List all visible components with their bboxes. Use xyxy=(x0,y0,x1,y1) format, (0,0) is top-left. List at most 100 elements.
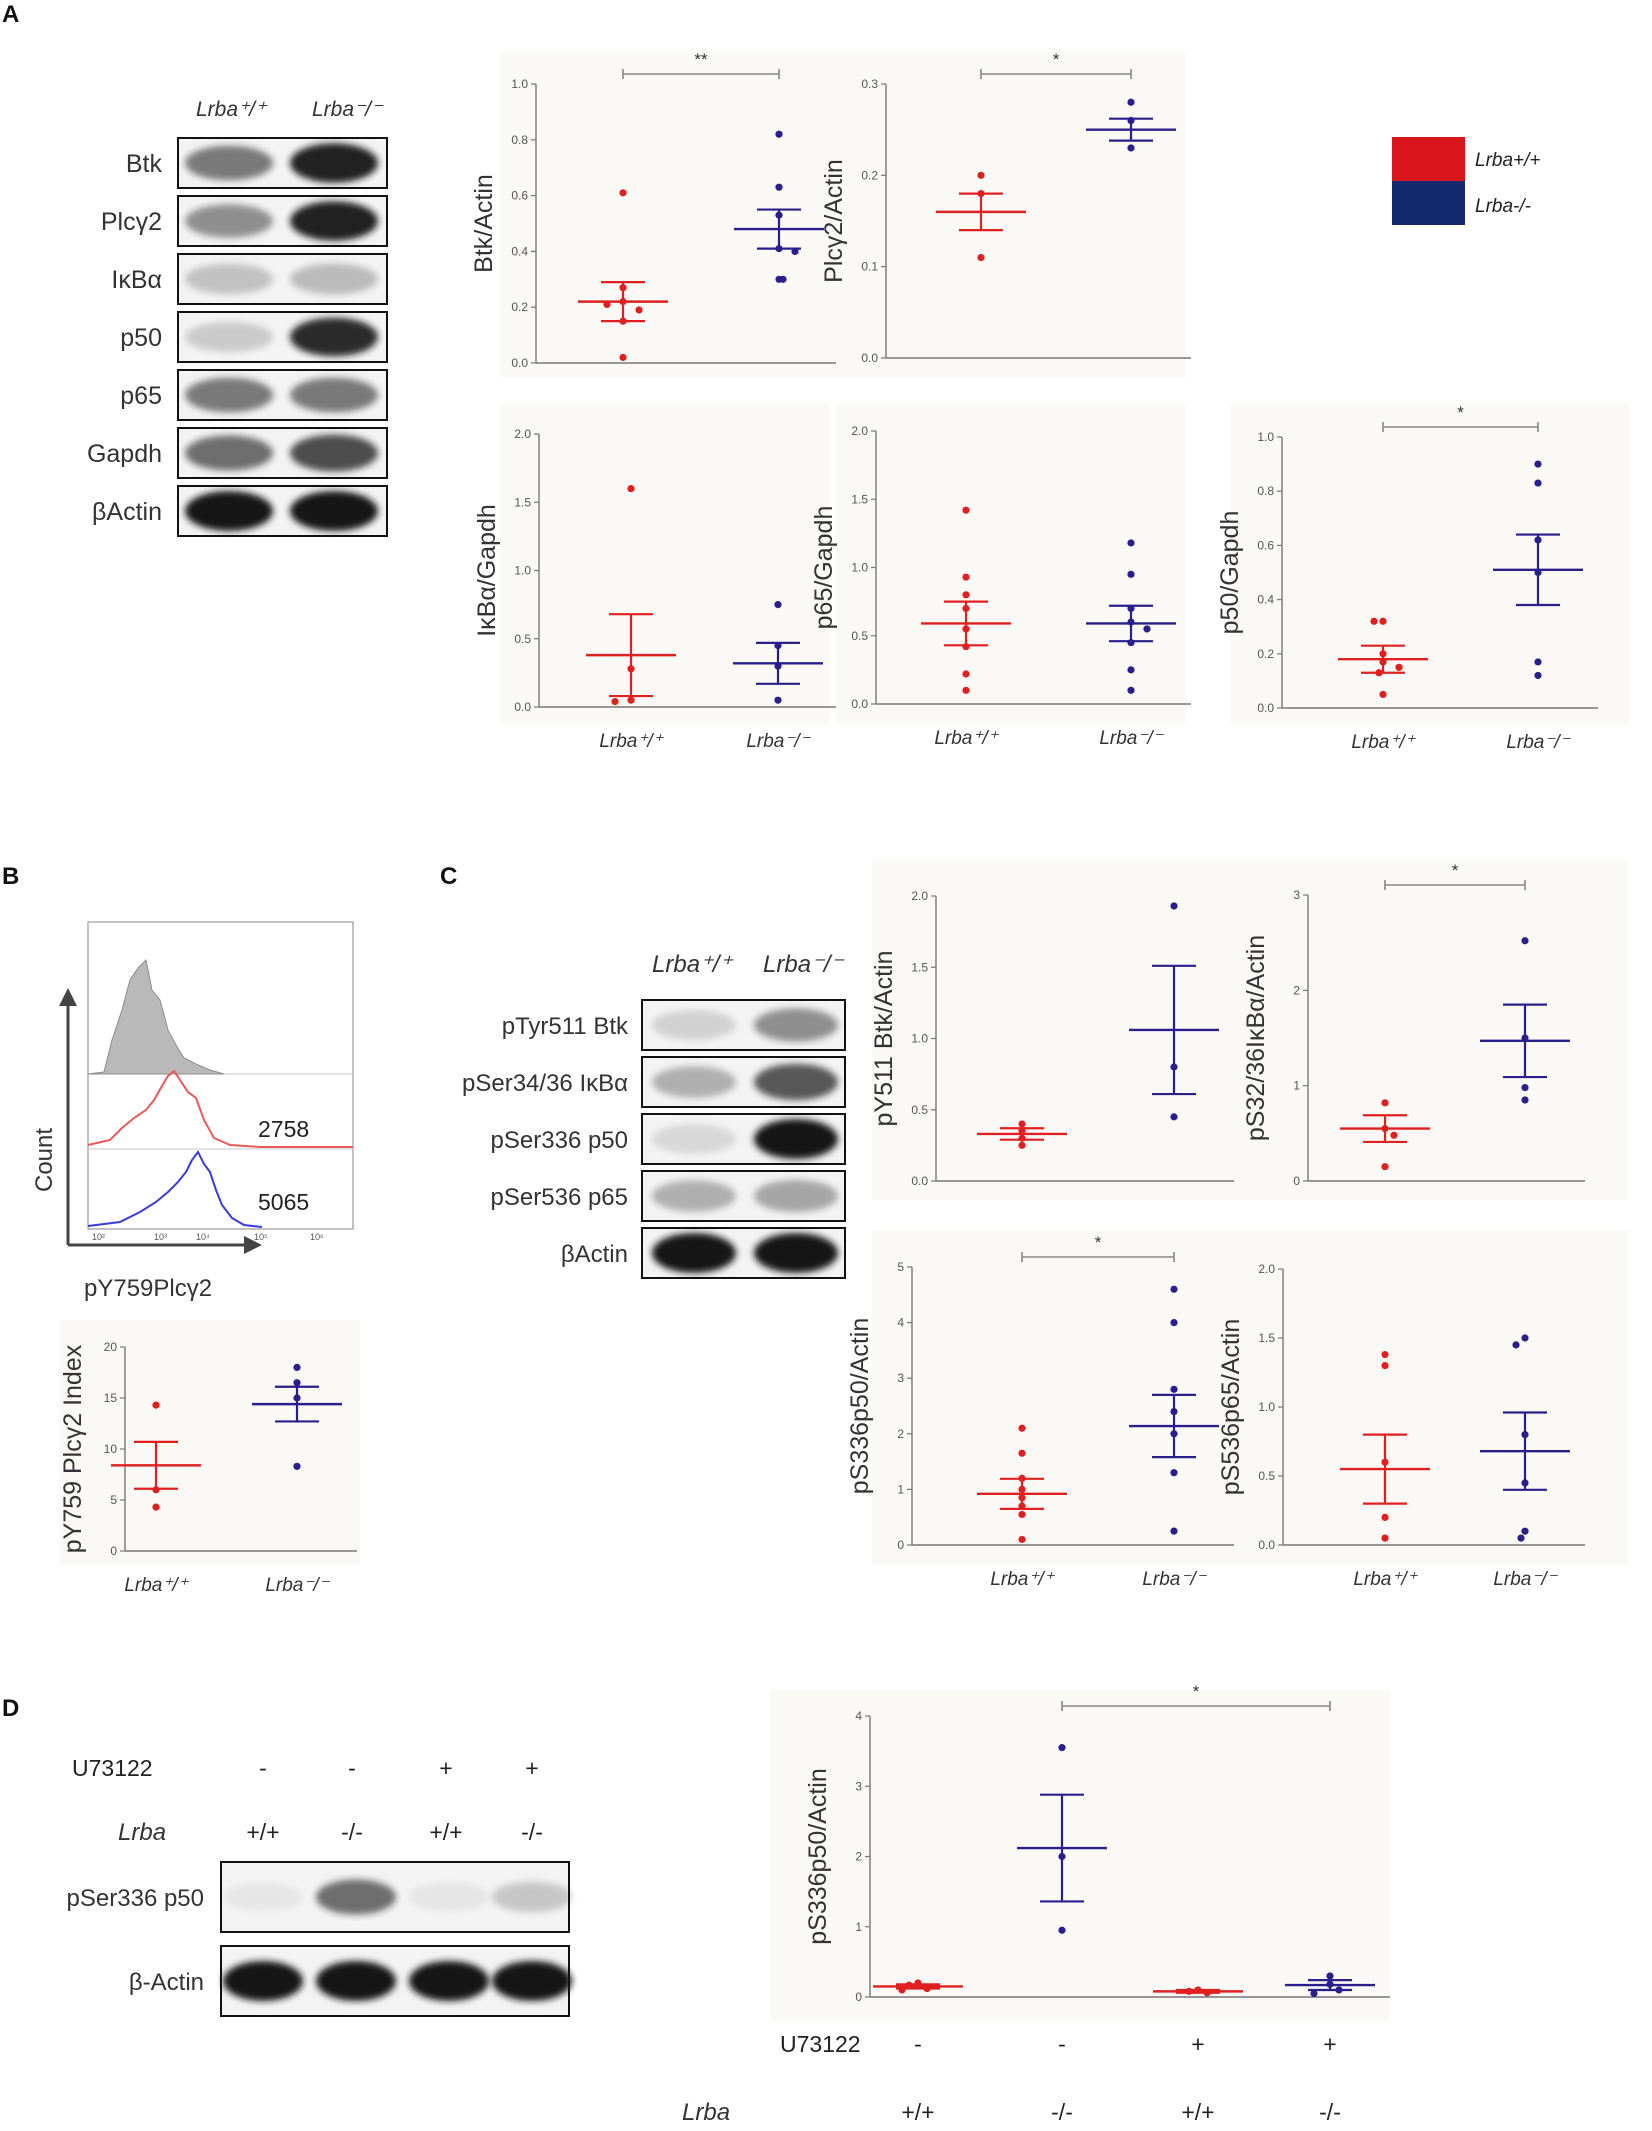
y-tick-label: 0.5 xyxy=(1258,1469,1275,1483)
data-point xyxy=(1018,1141,1026,1149)
data-point xyxy=(1127,638,1135,647)
data-point xyxy=(1170,1319,1178,1327)
data-point xyxy=(1512,1341,1520,1349)
blot-d-genotype: +/+ xyxy=(246,1819,279,1845)
blot-d-lrba-label: Lrba xyxy=(118,1819,166,1846)
data-point xyxy=(1379,617,1387,625)
y-axis-label: p65/Gapdh xyxy=(810,506,838,630)
data-point xyxy=(775,183,783,191)
data-point xyxy=(635,306,643,314)
series-1 xyxy=(733,601,823,704)
data-point xyxy=(619,317,627,325)
chart-panelD: 0 1 2 3 4 pS336p50/Actin * U73122 Lrba - - + + +/+ -/-… xyxy=(682,1682,1390,2126)
y-tick-label: 2 xyxy=(1293,983,1300,997)
series-0 xyxy=(1340,1350,1430,1542)
x-category-label: Lrba⁻/⁻ xyxy=(746,731,811,752)
chart-btk: 0.0 0.2 0.4 0.6 0.8 1.0 Btk/Actin ** xyxy=(470,50,850,377)
data-point xyxy=(774,696,782,704)
y-axis-label: Plcγ2/Actin xyxy=(820,159,848,283)
y-tick-label: 1 xyxy=(1293,1079,1300,1093)
data-point xyxy=(1194,1986,1202,1994)
data-point xyxy=(1170,1285,1178,1293)
blot-panel-d: pSer336 p50 β-Actin xyxy=(67,1861,572,2017)
data-point xyxy=(1521,1527,1529,1535)
blot-band xyxy=(754,1179,838,1213)
data-point xyxy=(1375,669,1383,677)
data-point xyxy=(1018,1134,1026,1142)
data-point xyxy=(775,130,783,138)
y-axis-label: IκBα/Gapdh xyxy=(473,504,501,637)
y-tick-label: 0.6 xyxy=(1257,538,1274,552)
blot-band xyxy=(185,377,273,413)
y-tick-label: 0.0 xyxy=(851,697,868,711)
data-point xyxy=(962,604,970,613)
y-tick-label: 0.0 xyxy=(511,356,528,370)
data-point xyxy=(914,1979,922,1987)
y-tick-label: 4 xyxy=(897,1316,904,1330)
series-1 xyxy=(734,130,824,283)
data-point xyxy=(1018,1535,1026,1544)
blot-d-genotype: +/+ xyxy=(429,1819,462,1845)
y-tick-label: 0.0 xyxy=(861,351,878,365)
legend: Lrba+/+ Lrba-/- xyxy=(1392,137,1541,225)
series-1 xyxy=(1129,1285,1219,1535)
data-point xyxy=(1018,1127,1026,1135)
chart-ps32: 0 1 2 3 pS32/36IκBα/Actin * xyxy=(1238,860,1628,1200)
series-3 xyxy=(1285,1972,1375,1998)
plot-background xyxy=(500,52,850,377)
flow-frame xyxy=(87,921,354,1230)
flow-x-label: pY759Plcγ2 xyxy=(84,1275,212,1302)
data-point xyxy=(962,573,970,581)
x-category-label: Lrba⁺/⁺ xyxy=(1353,1569,1418,1590)
y-tick-label: 0 xyxy=(110,1544,117,1558)
flow-xtick-4: 10⁵ xyxy=(254,1232,268,1242)
data-point xyxy=(1326,1972,1334,1980)
data-point xyxy=(1381,1534,1389,1542)
x-category-label: Lrba⁻/⁻ xyxy=(1099,728,1164,749)
data-point xyxy=(962,591,970,599)
data-point xyxy=(627,485,635,493)
y-tick-label: 5 xyxy=(897,1260,904,1274)
flow-value-wildtype: 2758 xyxy=(258,1116,309,1142)
y-tick-label: 0.0 xyxy=(1258,1538,1275,1552)
blot-band xyxy=(652,1066,736,1098)
x-category-label: Lrba⁺/⁺ xyxy=(990,1569,1055,1590)
plot-background xyxy=(1238,1230,1628,1565)
data-point xyxy=(1170,1113,1178,1121)
flow-xtick-5: 10⁶ xyxy=(310,1232,324,1242)
data-point xyxy=(1381,1350,1389,1359)
blot-band xyxy=(290,143,378,183)
y-tick-label: 1.5 xyxy=(911,960,928,974)
blot-row-label: pSer34/36 IκBα xyxy=(462,1070,628,1097)
blot-band xyxy=(316,1961,396,2001)
data-point xyxy=(1170,1407,1178,1416)
chart-plcg2: 0.0 0.1 0.2 0.3 Plcγ2/Actin * xyxy=(820,50,1191,377)
y-tick-label: 1.0 xyxy=(511,77,528,91)
blot-band xyxy=(652,1124,736,1154)
blot-c-header-wildtype: Lrba⁺/⁺ xyxy=(652,951,734,978)
y-tick-label: 0.1 xyxy=(861,260,878,274)
significance-marker: * xyxy=(1452,861,1459,880)
blot-band xyxy=(185,145,273,181)
y-tick-label: 2.0 xyxy=(911,889,928,903)
y-tick-label: 0.8 xyxy=(1257,484,1274,498)
blot-d-u73122-flag: + xyxy=(439,1755,452,1781)
data-point xyxy=(1018,1510,1026,1519)
blot-row-label: p50 xyxy=(120,324,162,352)
legend-swatch-wildtype xyxy=(1392,137,1465,181)
data-point xyxy=(619,284,627,292)
y-tick-label: 0 xyxy=(855,1990,862,2004)
flow-x-arrowhead xyxy=(244,1236,262,1254)
data-point xyxy=(774,601,782,609)
series-1 xyxy=(1480,1334,1570,1542)
blot-band xyxy=(223,1961,303,2001)
x-category-label: Lrba⁺/⁺ xyxy=(599,731,664,752)
y-tick-label: 2 xyxy=(897,1427,904,1441)
data-point xyxy=(1534,479,1542,487)
y-axis-label: pS336p50/Actin xyxy=(846,1318,874,1495)
data-point xyxy=(1381,1163,1389,1171)
series-0 xyxy=(977,1424,1067,1544)
y-tick-label: 0.5 xyxy=(911,1103,928,1117)
condition-label-u73122: U73122 xyxy=(780,2031,861,2057)
data-point xyxy=(1335,1986,1343,1994)
